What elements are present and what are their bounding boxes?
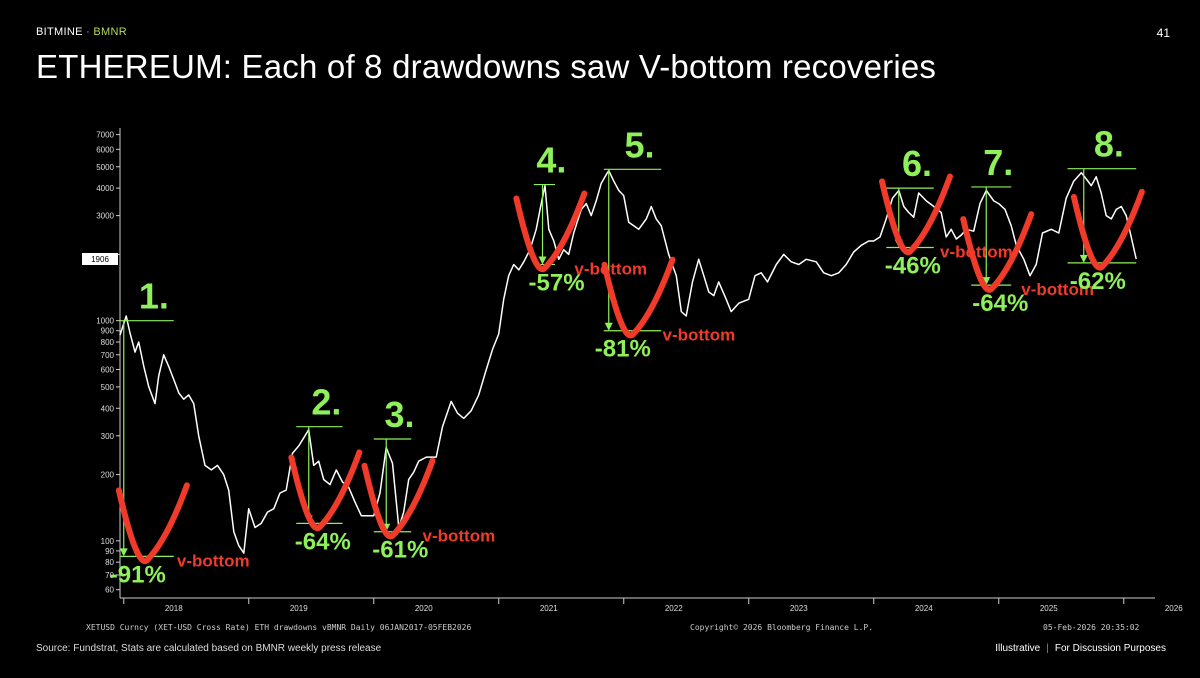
y-tick-label: 90 bbox=[105, 547, 114, 556]
v-bottom-curve bbox=[115, 482, 190, 565]
x-tick-label: 2021 bbox=[540, 604, 558, 613]
v-bottom-label: v-bottom bbox=[663, 326, 736, 345]
arrow-head bbox=[1079, 254, 1088, 263]
y-tick-label: 300 bbox=[101, 432, 115, 441]
y-tick-label: 100 bbox=[101, 537, 115, 546]
drawdown-percent: -61% bbox=[372, 537, 428, 564]
x-tick-label: 2024 bbox=[915, 604, 933, 613]
price-series bbox=[119, 169, 1137, 554]
chart-footer-right: 05-Feb-2026 20:35:02 bbox=[1043, 623, 1140, 632]
brand-ticker: BMNR bbox=[93, 26, 127, 38]
v-bottom-curve bbox=[879, 173, 953, 256]
v-bottom-curve bbox=[288, 449, 363, 532]
drawdown-number: 1. bbox=[139, 276, 169, 317]
source-note: Source: Fundstrat, Stats are calculated … bbox=[36, 643, 382, 654]
x-tick-label: 2020 bbox=[415, 604, 433, 613]
y-tick-label: 400 bbox=[101, 404, 115, 413]
drawdown-number: 7. bbox=[983, 142, 1013, 183]
chart-footer-left: XETUSD Curncy (XET-USD Cross Rate) ETH d… bbox=[86, 623, 471, 632]
y-tick-label: 800 bbox=[101, 338, 115, 347]
drawdown-number: 5. bbox=[625, 124, 655, 165]
drawdown-percent: -57% bbox=[529, 269, 585, 296]
footer-illustrative: Illustrative bbox=[995, 643, 1041, 654]
arrow-head bbox=[538, 256, 547, 265]
arrow-head bbox=[119, 548, 128, 557]
y-tick-label: 3000 bbox=[96, 212, 114, 221]
drawdown-number: 2. bbox=[311, 382, 341, 423]
page-title: ETHEREUM: Each of 8 drawdowns saw V-bott… bbox=[36, 48, 937, 85]
x-tick-label: 2026 bbox=[1165, 604, 1183, 613]
x-tick-label: 2019 bbox=[290, 604, 308, 613]
drawdown-percent: -81% bbox=[595, 336, 651, 363]
drawdown-number: 3. bbox=[385, 394, 415, 435]
x-tick-label: 2023 bbox=[790, 604, 808, 613]
drawdown-number: 4. bbox=[536, 140, 566, 181]
arrow-head bbox=[604, 322, 613, 331]
v-bottom-curve bbox=[1070, 188, 1145, 271]
v-bottom-label: v-bottom bbox=[423, 527, 496, 546]
y-tick-label: 7000 bbox=[96, 131, 114, 140]
footer-discussion: For Discussion Purposes bbox=[1054, 643, 1166, 654]
x-tick-label: 2018 bbox=[165, 604, 183, 613]
arrow-head bbox=[982, 277, 991, 286]
v-bottom-label: v-bottom bbox=[574, 259, 647, 278]
v-bottom-curve bbox=[601, 256, 676, 339]
footer-disclaimer: Illustrative | For Discussion Purposes bbox=[995, 643, 1166, 654]
drawdown-percent: -64% bbox=[295, 528, 351, 555]
v-bottom-curve bbox=[960, 211, 1035, 293]
v-bottom-curve bbox=[361, 457, 436, 540]
v-bottom-curve bbox=[513, 190, 588, 273]
y-tick-label: 700 bbox=[101, 351, 115, 360]
drawdown-percent: -62% bbox=[1070, 268, 1126, 295]
chart-footer-center: Copyright© 2026 Bloomberg Finance L.P. bbox=[690, 623, 873, 632]
footer-separator: | bbox=[1046, 643, 1049, 654]
header-brand: BITMINE · BMNR bbox=[36, 26, 127, 38]
y-tick-label: 1000 bbox=[96, 317, 114, 326]
brand-name: BITMINE bbox=[36, 26, 83, 38]
v-bottom-label: v-bottom bbox=[177, 551, 250, 570]
y-tick-label: 6000 bbox=[96, 145, 114, 154]
y-tick-label: 70 bbox=[105, 571, 114, 580]
drawdown-percent: -46% bbox=[885, 252, 941, 279]
price-line bbox=[119, 169, 1137, 554]
page-number: 41 bbox=[1156, 26, 1170, 40]
drawdown-percent: -64% bbox=[972, 290, 1028, 317]
y-tick-label: 4000 bbox=[96, 184, 114, 193]
y-tick-label: 60 bbox=[105, 586, 114, 595]
y-tick-label: 5000 bbox=[96, 163, 114, 172]
v-bottom-label: v-bottom bbox=[940, 242, 1013, 261]
chart-footer-text: XETUSD Curncy (XET-USD Cross Rate) ETH d… bbox=[86, 623, 1140, 632]
drawdown-number: 6. bbox=[902, 143, 932, 184]
last-price-box bbox=[82, 252, 118, 265]
v-bottom-label: v-bottom bbox=[1021, 280, 1094, 299]
y-tick-label: 80 bbox=[105, 558, 114, 567]
drawdown-percent: -91% bbox=[110, 561, 166, 588]
drawdown-annotations: 1.-91%v-bottom2.-64%3.-61%v-bottom4.-57%… bbox=[110, 124, 1145, 588]
brand-separator: · bbox=[86, 26, 91, 38]
last-price-label: 1906 bbox=[91, 255, 109, 264]
y-tick-label: 200 bbox=[101, 471, 115, 480]
x-tick-label: 2025 bbox=[1040, 604, 1058, 613]
y-tick-label: 500 bbox=[101, 383, 115, 392]
drawdown-number: 8. bbox=[1094, 124, 1124, 165]
y-tick-label: 600 bbox=[101, 366, 115, 375]
x-tick-label: 2022 bbox=[665, 604, 683, 613]
y-tick-label: 900 bbox=[101, 327, 115, 336]
